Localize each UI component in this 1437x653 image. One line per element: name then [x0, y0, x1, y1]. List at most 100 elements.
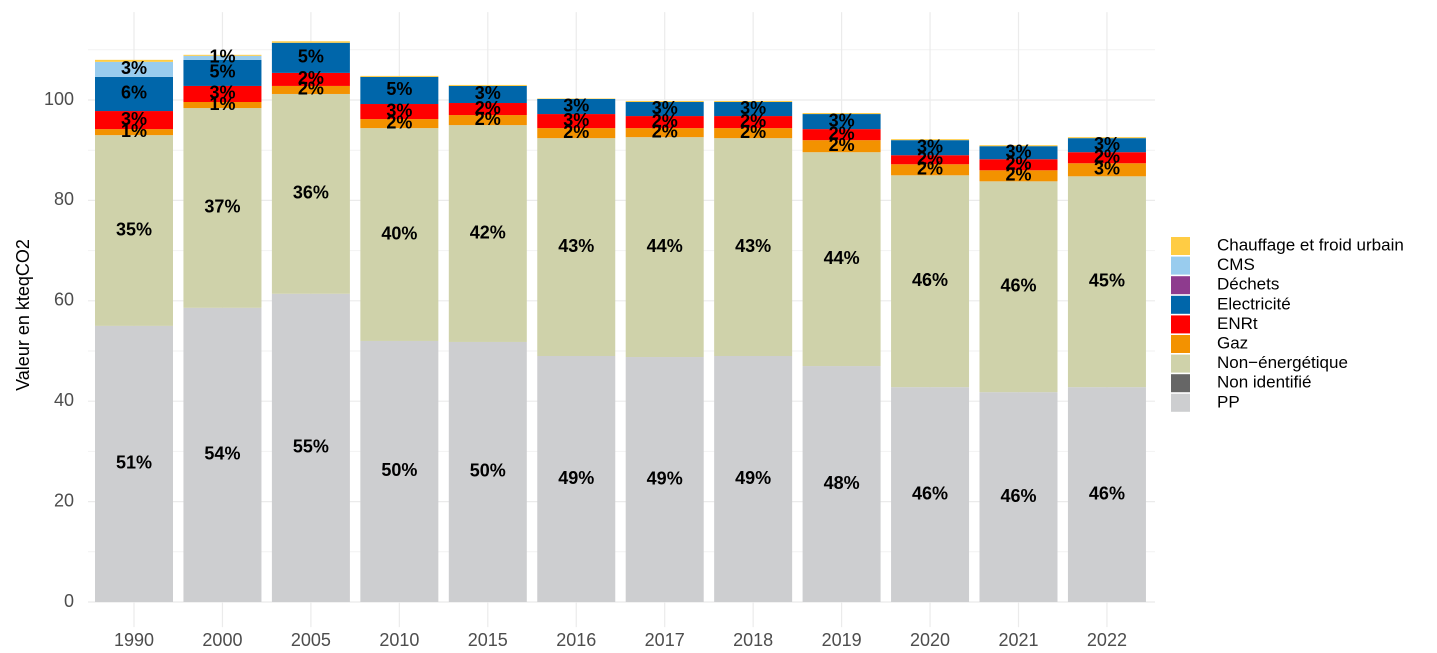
y-tick-label: 80	[54, 189, 74, 209]
bar-segment	[183, 108, 262, 308]
bar-segment	[537, 98, 616, 115]
x-tick-label: 2017	[645, 630, 685, 650]
bar-segment	[979, 146, 1058, 160]
value-label: 2%	[917, 159, 943, 179]
value-label: 5%	[298, 47, 324, 67]
bar-segment	[448, 125, 527, 342]
legend-swatch	[1171, 354, 1190, 373]
value-label: 2%	[917, 148, 943, 168]
value-label: 1%	[209, 47, 235, 67]
bar-segment	[625, 102, 704, 117]
value-label: 48%	[824, 473, 860, 493]
y-tick-label: 100	[44, 89, 74, 109]
value-label: 55%	[293, 437, 329, 457]
legend-label: Gaz	[1217, 333, 1248, 352]
value-label: 3%	[563, 110, 589, 130]
value-label: 35%	[116, 219, 152, 239]
bar-segment	[360, 119, 439, 129]
bar-segment	[360, 75, 439, 77]
value-label: 2%	[475, 98, 501, 118]
x-tick-label: 2016	[556, 630, 596, 650]
value-label: 40%	[381, 223, 417, 243]
bar-segment	[625, 137, 704, 358]
bar-segment	[979, 170, 1058, 182]
bar-segment	[1067, 387, 1146, 602]
bar-segment	[183, 85, 262, 103]
value-label: 2%	[740, 122, 766, 142]
value-label: 46%	[912, 483, 948, 503]
value-label: 42%	[470, 222, 506, 242]
value-label: 49%	[735, 468, 771, 488]
bar-segment	[979, 159, 1058, 171]
bar-segment	[625, 128, 704, 138]
bar-segment	[95, 129, 173, 136]
bar-segment	[802, 129, 881, 141]
bar-segment	[1067, 152, 1146, 164]
bar-segment	[802, 140, 881, 153]
legend-swatch	[1171, 276, 1190, 295]
bar-segment	[802, 113, 881, 115]
value-label: 2%	[829, 135, 855, 155]
x-tick-label: 2018	[733, 630, 773, 650]
bar-segment	[537, 356, 616, 602]
value-label: 3%	[652, 98, 678, 118]
value-label: 49%	[647, 468, 683, 488]
value-label: 2%	[829, 123, 855, 143]
bar-segment	[360, 340, 439, 602]
bar-segment	[625, 357, 704, 602]
bar-segment	[625, 101, 704, 103]
value-label: 44%	[824, 248, 860, 268]
bar-segment	[183, 55, 262, 60]
x-tick-label: 1990	[114, 630, 154, 650]
value-label: 2%	[386, 112, 412, 132]
bar-segment	[891, 155, 970, 165]
value-label: 2%	[1094, 146, 1120, 166]
bar-segment	[891, 140, 970, 156]
x-tick-label: 2005	[291, 630, 331, 650]
value-label: 3%	[1094, 159, 1120, 179]
legend-swatch	[1171, 256, 1190, 275]
bar-segment	[360, 128, 439, 341]
value-label: 3%	[917, 136, 943, 156]
legend-swatch	[1171, 335, 1190, 353]
bar-segment	[183, 102, 262, 109]
value-label: 3%	[121, 109, 147, 129]
y-tick-label: 40	[54, 390, 74, 410]
bar-segment	[95, 111, 173, 130]
bar-segment	[979, 145, 1058, 147]
legend-label: Non identifié	[1217, 373, 1312, 392]
legend-label: CMS	[1217, 255, 1255, 274]
bar-segment	[1067, 163, 1146, 177]
x-tick-label: 2021	[998, 630, 1038, 650]
bar-segment	[448, 115, 527, 126]
y-tick-label: 60	[54, 290, 74, 310]
bar-segment	[448, 84, 527, 86]
bar-segment	[271, 72, 350, 86]
bar-segment	[183, 307, 262, 602]
y-tick-label: 0	[64, 591, 74, 611]
bar-segment	[183, 54, 262, 56]
bar-segment	[271, 42, 350, 73]
bar-segment	[448, 341, 527, 602]
bar-segment	[714, 138, 793, 357]
bar-segment	[714, 102, 793, 117]
bar-segment	[271, 41, 350, 43]
value-label: 49%	[558, 468, 594, 488]
value-label: 3%	[563, 95, 589, 115]
value-label: 2%	[298, 68, 324, 88]
bar-segment	[891, 387, 970, 602]
value-label: 36%	[293, 183, 329, 203]
value-label: 46%	[1000, 486, 1036, 506]
bar-segment	[1067, 137, 1146, 139]
bar-segment	[183, 59, 262, 86]
value-label: 2%	[1005, 154, 1031, 174]
value-label: 51%	[116, 453, 152, 473]
value-label: 46%	[912, 270, 948, 290]
bar-segment	[448, 85, 527, 104]
legend-swatch	[1171, 295, 1190, 314]
bar-segment	[95, 59, 173, 62]
value-label: 44%	[647, 236, 683, 256]
bar-segment	[802, 152, 881, 367]
value-label: 3%	[829, 110, 855, 130]
